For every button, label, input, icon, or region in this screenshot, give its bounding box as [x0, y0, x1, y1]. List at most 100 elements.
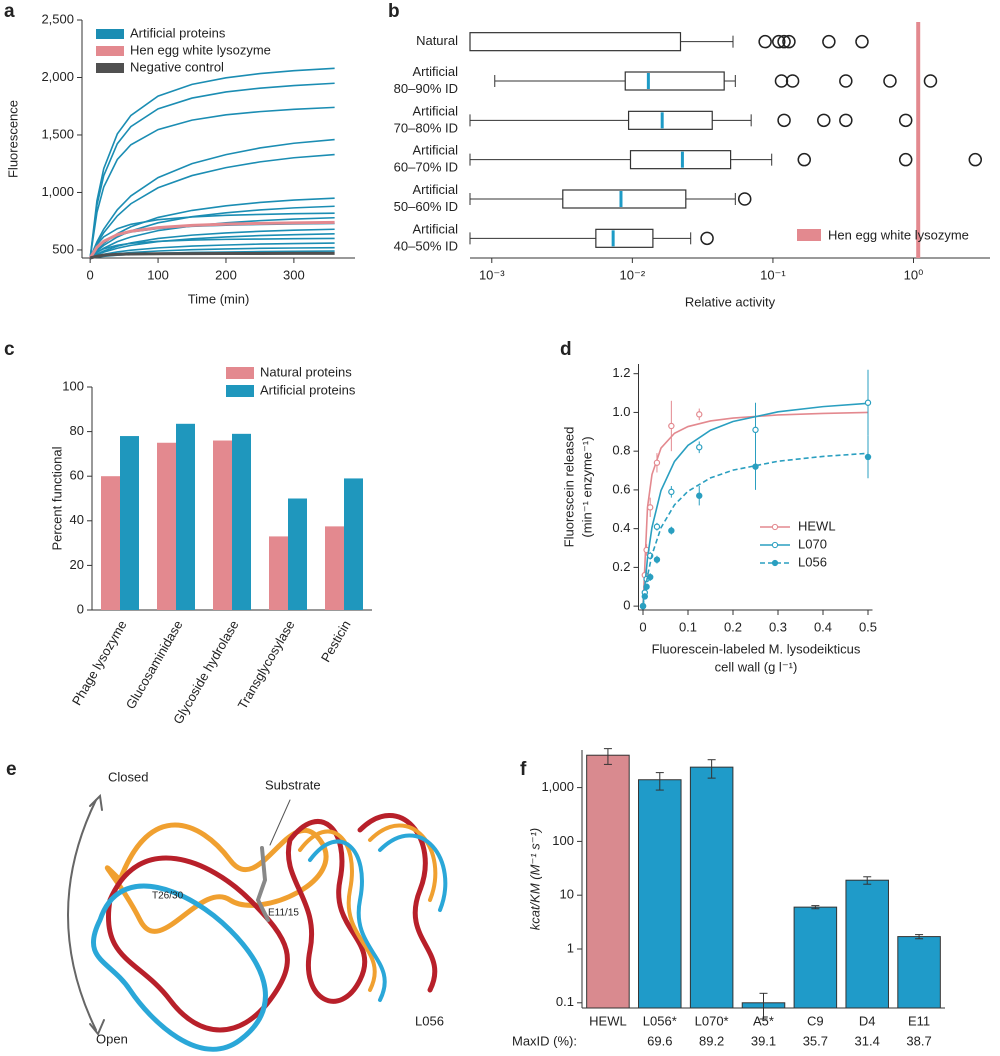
y-axis-label: Percent functional: [49, 446, 64, 550]
line: [89, 251, 335, 260]
y-tick-label: Artificial: [412, 103, 458, 118]
x-tick-label: 0.3: [769, 619, 787, 634]
y-tick-label: 0.8: [612, 443, 630, 458]
flier: [898, 152, 913, 167]
x-axis-label: cell wall (g l⁻¹): [715, 659, 798, 674]
flier: [758, 34, 772, 49]
box: [629, 150, 732, 170]
legend-label: HEWL: [798, 518, 836, 533]
bar: [213, 440, 232, 610]
y-tick-label: 0.2: [612, 559, 630, 574]
legend-label: Negative control: [130, 59, 224, 74]
panel-label: e: [6, 759, 17, 780]
panel-label: d: [560, 339, 572, 360]
y-tick-label: Artificial: [412, 221, 458, 236]
y-tick-label: 70–80% ID: [394, 120, 458, 135]
y-tick-label: 60–70% ID: [394, 160, 458, 175]
point: [643, 583, 650, 590]
line: [89, 212, 335, 259]
y-tick-label: 100: [62, 378, 84, 393]
structure-label: T26/30: [152, 891, 184, 902]
flier: [822, 34, 836, 49]
y-tick-label: 1.0: [612, 404, 630, 419]
legend-label: Natural proteins: [260, 364, 352, 379]
panel-label: c: [4, 339, 15, 360]
x-tick-label: 200: [215, 267, 237, 282]
y-tick-label: Artificial: [412, 182, 458, 197]
line: [89, 197, 335, 259]
bar: [157, 442, 176, 610]
x-tick-label: 0: [639, 619, 646, 634]
bar: [793, 906, 838, 1009]
maxid-value: 69.6: [647, 1033, 672, 1048]
panel-label: b: [388, 1, 400, 22]
point: [864, 453, 872, 461]
flier: [797, 152, 811, 167]
bar: [845, 879, 889, 1009]
x-tick-label: L056*: [643, 1013, 677, 1028]
x-tick-label: 0.5: [859, 619, 877, 634]
x-tick-label: 0.2: [724, 619, 742, 634]
y-tick-label: 20: [70, 557, 84, 572]
flier: [817, 113, 831, 128]
flier: [700, 231, 714, 246]
bar: [689, 766, 734, 1009]
legend-swatch: [96, 63, 124, 73]
x-tick-label: Transglycosylase: [235, 618, 298, 712]
maxid-label: MaxID (%):: [512, 1033, 577, 1048]
legend-swatch: [771, 523, 779, 531]
point: [653, 523, 661, 530]
y-tick-label: 0.6: [612, 481, 630, 496]
fit-line: [642, 402, 869, 607]
flier: [777, 34, 791, 49]
x-tick-label: Glycoside hydrolase: [170, 618, 242, 727]
x-tick-label: D4: [859, 1013, 876, 1028]
legend-label: Hen egg white lysozyme: [828, 227, 969, 242]
x-tick-label: E11: [908, 1013, 930, 1028]
structure-label: Closed: [108, 769, 148, 784]
legend-swatch: [96, 46, 124, 56]
y-tick-label: Artificial: [412, 143, 458, 158]
box: [469, 32, 682, 52]
flier: [785, 74, 800, 88]
y-tick-label: 1,500: [41, 126, 74, 141]
y-tick-label: 80: [70, 423, 84, 438]
y-tick-label: 40–50% ID: [394, 238, 458, 253]
maxid-value: 35.7: [803, 1033, 828, 1048]
flier: [774, 74, 789, 88]
y-axis-label: Fluorescence: [5, 100, 20, 178]
y-tick-label: 0: [77, 601, 84, 616]
maxid-value: 31.4: [855, 1033, 880, 1048]
x-tick-label: 0.4: [814, 619, 832, 634]
point: [647, 504, 654, 511]
bar: [269, 536, 288, 610]
line: [89, 205, 335, 259]
panel-label: f: [520, 759, 527, 780]
fit-line: [642, 411, 869, 607]
box: [562, 189, 687, 209]
x-tick-label: 10⁰: [904, 267, 924, 282]
x-tick-label: L070*: [695, 1013, 729, 1028]
line: [88, 220, 335, 259]
y-axis-label: Fluorescein released: [561, 427, 576, 548]
point: [752, 426, 759, 434]
box: [595, 228, 654, 248]
y-tick-label: 80–90% ID: [394, 81, 458, 96]
bar: [101, 476, 120, 610]
legend-label: Artificial proteins: [130, 25, 226, 40]
y-tick-label: 60: [70, 468, 84, 483]
structure-label: Substrate: [265, 777, 321, 792]
x-tick-label: A5*: [753, 1013, 774, 1028]
x-tick-label: C9: [807, 1013, 824, 1028]
bar: [344, 478, 363, 610]
point: [696, 411, 703, 418]
point: [752, 463, 759, 470]
point: [696, 444, 703, 451]
legend-label: L056: [798, 554, 827, 569]
line: [89, 138, 335, 259]
legend-label: L070: [798, 536, 827, 551]
y-axis-label: (min⁻¹ enzyme⁻¹): [579, 436, 594, 537]
point: [668, 422, 675, 430]
bar: [176, 423, 195, 610]
